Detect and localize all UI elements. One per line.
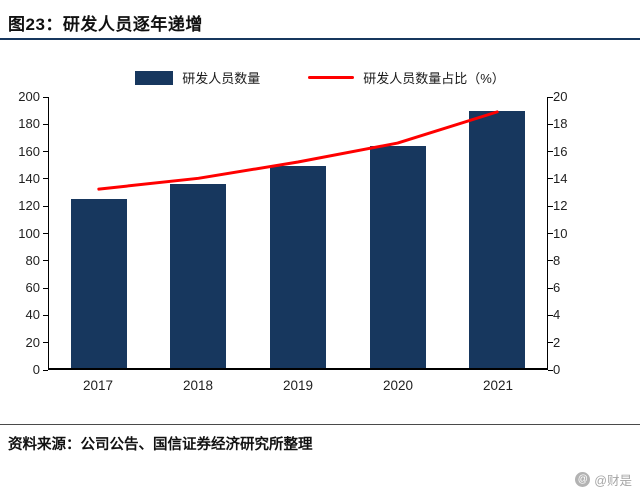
y-tick-label: 2 [553,334,561,350]
x-axis-label: 2021 [482,378,514,393]
tick-mark [43,314,48,316]
y-tick-label: 18 [553,116,568,132]
at-circle-icon: @ [575,472,591,487]
tick-mark [43,287,48,289]
y-tick-label: 0 [553,362,561,377]
y-tick-label: 0 [32,362,40,377]
tick-mark [43,369,48,371]
bar [369,145,426,368]
tick-mark [43,178,48,180]
y-tick-label: 160 [18,143,40,159]
y-axis-left: 0 20 40 60 80 100 120 140 160 180 200 [0,90,40,377]
y-tick-label: 60 [25,280,40,296]
bar [469,111,526,368]
line-series-swatch [308,76,355,79]
y-tick-label: 14 [553,170,568,186]
y-tick-label: 4 [553,307,561,323]
bar-slot [149,183,249,368]
y-tick-label: 12 [553,198,568,214]
y-tick-label: 100 [18,225,40,241]
x-axis-label: 2019 [282,378,314,393]
y-axis-right: 0 2 4 6 8 10 12 14 16 18 20 [553,90,593,377]
tick-mark [43,123,48,125]
tick-mark [43,260,48,262]
bar-slot [447,111,547,368]
y-tick-label: 200 [18,89,40,104]
legend-line-label: 研发人员数量占比（%） [363,71,505,86]
bar [269,165,326,368]
source-divider [0,424,640,425]
plot-area [43,96,553,371]
tick-mark [43,151,48,153]
tick-mark [43,205,48,207]
watermark: @ @财是 [575,470,632,489]
legend-bar-label: 研发人员数量 [182,71,261,86]
title-underline [0,38,640,40]
chart-legend: 研发人员数量 研发人员数量占比（%） [0,68,640,87]
figure-title: 图23：研发人员逐年递增 [8,15,203,34]
bar-slot [348,145,448,368]
x-axis-label: 2020 [382,378,414,393]
y-tick-label: 8 [553,252,561,268]
y-tick-label: 20 [25,334,40,350]
bar-series-swatch [135,70,174,85]
tick-mark [43,233,48,234]
y-tick-label: 40 [25,307,40,323]
x-axis-label: 2017 [82,378,114,393]
tick-mark [43,96,48,98]
legend-item-line: 研发人员数量占比（%） [308,68,505,87]
bars-layer [49,97,547,368]
x-axis-label: 2018 [182,378,214,393]
y-tick-label: 10 [553,225,568,241]
y-tick-label: 6 [553,280,561,296]
watermark-text: @财是 [594,474,632,488]
y-tick-label: 180 [18,116,40,132]
y-tick-label: 80 [25,252,40,268]
y-tick-label: 140 [18,170,40,186]
bar-slot [248,165,348,368]
bar [70,198,127,368]
source-note: 资料来源：公司公告、国信证券经济研究所整理 [8,437,313,453]
y-tick-label: 20 [553,89,568,104]
legend-item-bar: 研发人员数量 [135,68,260,87]
bar-slot [49,198,149,368]
y-tick-label: 120 [18,198,40,214]
x-axis: 2017 2018 2019 2020 2021 [48,378,548,393]
y-tick-label: 16 [553,143,568,159]
tick-mark [43,342,48,344]
bar [170,183,227,368]
